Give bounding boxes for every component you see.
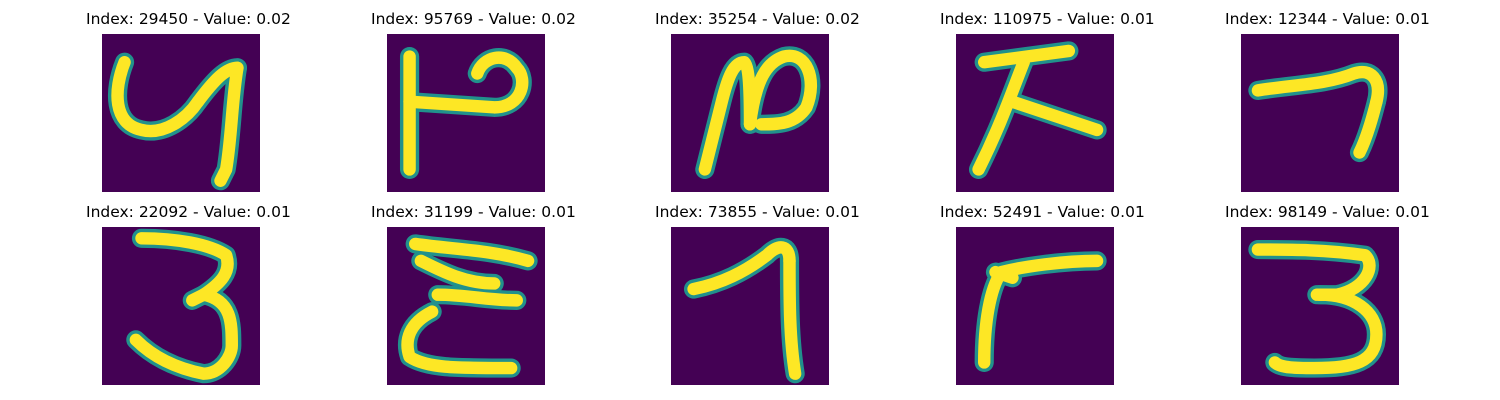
panel-title: Index: 98149 - Value: 0.01 xyxy=(1225,203,1415,221)
digit-panel: Index: 29450 - Value: 0.02 xyxy=(86,0,276,180)
panel-title: Index: 73855 - Value: 0.01 xyxy=(655,203,845,221)
digit-panel: Index: 12344 - Value: 0.01 xyxy=(1225,0,1415,180)
digit-panel: Index: 22092 - Value: 0.01 xyxy=(86,193,276,373)
handwritten-character-icon xyxy=(387,227,545,385)
panel-title: Index: 12344 - Value: 0.01 xyxy=(1225,10,1415,28)
handwritten-character-icon xyxy=(956,34,1114,192)
handwritten-character-icon xyxy=(671,34,829,192)
handwritten-character-icon xyxy=(956,227,1114,385)
panel-title: Index: 35254 - Value: 0.02 xyxy=(655,10,845,28)
panel-title: Index: 29450 - Value: 0.02 xyxy=(86,10,276,28)
digit-panel: Index: 98149 - Value: 0.01 xyxy=(1225,193,1415,373)
digit-panel: Index: 35254 - Value: 0.02 xyxy=(655,0,845,180)
digit-panel: Index: 31199 - Value: 0.01 xyxy=(371,193,561,373)
digit-panel: Index: 95769 - Value: 0.02 xyxy=(371,0,561,180)
panel-title: Index: 22092 - Value: 0.01 xyxy=(86,203,276,221)
panel-title: Index: 110975 - Value: 0.01 xyxy=(940,10,1130,28)
panel-title: Index: 95769 - Value: 0.02 xyxy=(371,10,561,28)
panel-title: Index: 31199 - Value: 0.01 xyxy=(371,203,561,221)
digit-panel: Index: 73855 - Value: 0.01 xyxy=(655,193,845,373)
handwritten-3-icon xyxy=(1241,227,1399,385)
handwritten-7-icon xyxy=(671,227,829,385)
panel-title: Index: 52491 - Value: 0.01 xyxy=(940,203,1130,221)
handwritten-character-icon xyxy=(387,34,545,192)
handwritten-7-icon xyxy=(1241,34,1399,192)
handwritten-4-icon xyxy=(102,34,260,192)
digit-panel: Index: 110975 - Value: 0.01 xyxy=(940,0,1130,180)
digit-panel: Index: 52491 - Value: 0.01 xyxy=(940,193,1130,373)
handwritten-3-icon xyxy=(102,227,260,385)
